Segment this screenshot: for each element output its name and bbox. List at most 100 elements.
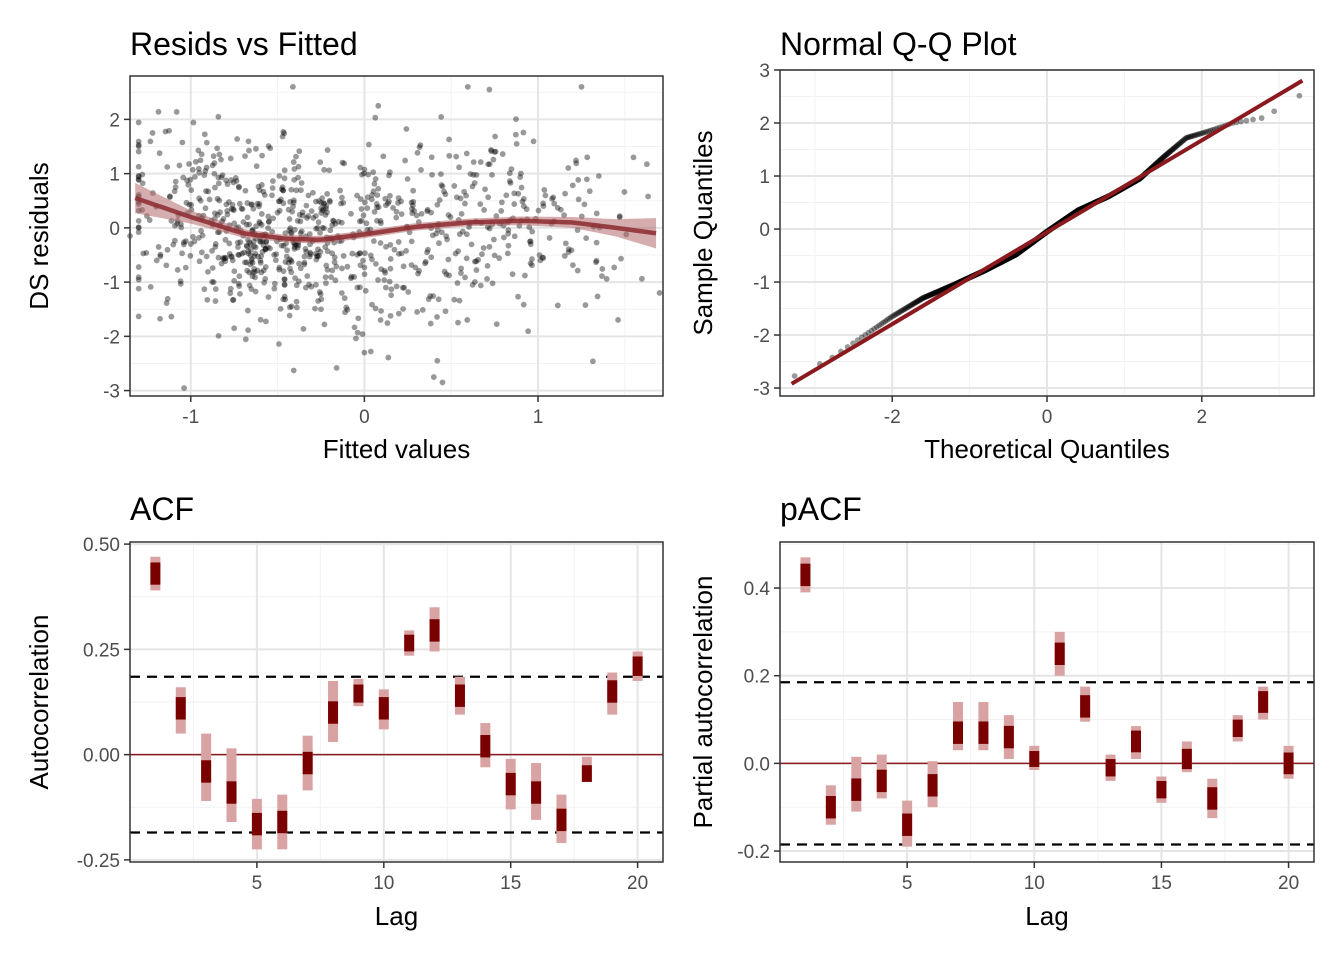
data-point <box>248 246 254 253</box>
data-point <box>287 304 293 311</box>
data-point <box>246 221 253 228</box>
data-point <box>616 214 623 221</box>
data-point <box>444 236 451 243</box>
data-point <box>199 232 206 239</box>
panel-normal-qq: -2 0 2 -3 -2 -1 0 1 2 3 Normal Q-Q Plot Theoretical… <box>688 26 1315 464</box>
data-point <box>599 266 606 272</box>
data-point <box>401 284 408 291</box>
data-point <box>296 278 302 285</box>
data-point <box>328 274 334 281</box>
data-point <box>253 223 260 230</box>
qq-point <box>1250 116 1256 123</box>
panel-pacf: 5 10 15 20 -0.2 0.0 0.2 0.4 pACF Lag Partial autoc… <box>688 491 1315 931</box>
data-point <box>364 205 371 211</box>
lag-value-bar <box>1080 695 1091 718</box>
data-point <box>237 239 244 246</box>
data-point <box>221 254 228 261</box>
data-point <box>256 218 263 225</box>
y-tick-label: 0.0 <box>744 754 770 775</box>
qq-point <box>909 301 915 308</box>
data-point <box>298 180 305 186</box>
data-point <box>156 150 163 157</box>
data-point <box>477 282 484 289</box>
data-point <box>456 231 463 238</box>
data-point <box>189 166 196 173</box>
data-point <box>377 220 384 227</box>
data-point <box>307 249 314 256</box>
data-point <box>290 367 297 374</box>
data-point <box>172 178 179 185</box>
data-point <box>302 284 309 291</box>
data-point <box>190 119 197 126</box>
data-point <box>284 247 290 254</box>
qq-point <box>1158 155 1165 162</box>
plot-area <box>780 557 1314 847</box>
qq-point <box>1202 129 1208 136</box>
data-point <box>312 213 319 219</box>
data-point <box>358 217 365 224</box>
data-point <box>507 180 514 186</box>
data-point <box>176 162 183 169</box>
x-axis-label: Lag <box>1025 901 1068 931</box>
data-point <box>211 160 218 166</box>
data-point <box>457 195 464 202</box>
qq-point <box>928 291 935 298</box>
data-point <box>338 219 345 226</box>
data-point <box>477 201 484 208</box>
data-point <box>354 329 361 336</box>
data-point <box>422 260 428 267</box>
x-tick-label: 15 <box>500 873 521 894</box>
data-point <box>251 268 258 275</box>
y-tick-label: -1 <box>753 273 770 294</box>
data-point <box>163 300 170 306</box>
data-point <box>430 374 437 380</box>
data-point <box>471 279 478 285</box>
data-point <box>174 220 181 227</box>
data-point <box>277 305 284 312</box>
data-point <box>174 266 181 273</box>
data-point <box>414 309 421 315</box>
data-point <box>358 206 365 212</box>
data-point <box>451 296 458 303</box>
data-point <box>453 194 460 201</box>
data-point <box>517 174 524 181</box>
data-point <box>258 211 265 217</box>
data-point <box>220 256 227 262</box>
qq-point <box>918 295 925 302</box>
lag-value-bar <box>378 697 389 720</box>
qq-point <box>1164 151 1170 158</box>
qq-point <box>890 312 897 319</box>
qq-point <box>933 289 940 296</box>
data-point <box>279 133 286 140</box>
data-point <box>258 221 265 228</box>
data-point <box>319 207 326 214</box>
data-point <box>227 155 234 162</box>
qq-point <box>936 287 943 294</box>
qq-point <box>923 293 930 300</box>
data-point <box>327 199 333 205</box>
qq-point <box>1164 150 1171 157</box>
qq-point <box>903 304 910 311</box>
data-point <box>276 341 282 347</box>
data-point <box>321 225 327 232</box>
data-point <box>196 258 203 265</box>
data-point <box>395 250 402 257</box>
data-point <box>438 113 445 120</box>
data-point <box>258 269 265 276</box>
data-point <box>339 265 345 272</box>
data-point <box>417 142 424 149</box>
panel-title: ACF <box>130 491 194 527</box>
data-point <box>222 236 229 243</box>
data-point <box>257 316 264 323</box>
data-point <box>294 244 301 251</box>
data-point <box>373 200 380 207</box>
data-point <box>324 248 331 255</box>
data-point <box>173 109 180 115</box>
y-tick-label: 0.50 <box>83 535 120 556</box>
data-point <box>206 196 213 203</box>
qq-point <box>926 292 933 298</box>
data-point <box>312 305 318 312</box>
data-point <box>480 245 487 251</box>
data-point <box>211 210 218 217</box>
data-point <box>340 253 347 259</box>
